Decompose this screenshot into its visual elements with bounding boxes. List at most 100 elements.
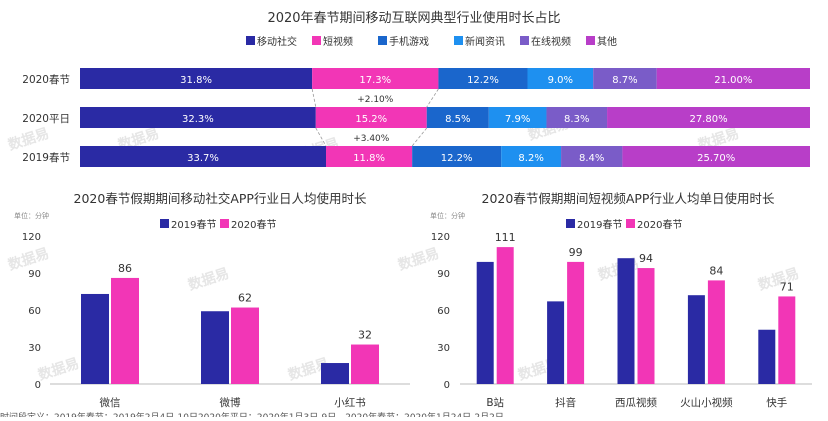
- stacked-segment-手机游戏: [412, 146, 502, 167]
- legend-swatch-在线视频: [520, 36, 529, 45]
- row-label: 2020春节: [22, 74, 70, 86]
- legend-label: 新闻资讯: [465, 35, 505, 48]
- segment-label: 32.3%: [182, 114, 214, 125]
- y-tick-label: 0: [35, 380, 41, 391]
- data-label: 62: [238, 292, 252, 305]
- delta-annotation: +3.40%: [353, 134, 390, 144]
- y-tick-label: 60: [437, 306, 450, 317]
- legend-swatch-新闻资讯: [454, 36, 463, 45]
- segment-label: 17.3%: [359, 75, 391, 86]
- x-tick-label: 西瓜视频: [615, 396, 657, 409]
- legend-swatch-2019春节: [160, 219, 169, 228]
- bar-2020春节-抖音: [567, 261, 585, 384]
- legend-label: 2019春节: [171, 219, 216, 231]
- legend-label: 移动社交: [257, 35, 297, 48]
- connector-line: [311, 88, 317, 108]
- connector-line: [315, 127, 327, 147]
- row-label: 2019春节: [22, 152, 70, 164]
- y-tick-label: 90: [437, 269, 450, 280]
- stacked-segment-新闻资讯: [501, 146, 562, 167]
- legend-swatch-短视频: [312, 36, 321, 45]
- stacked-segment-在线视频: [593, 68, 657, 89]
- legend-swatch-其他: [586, 36, 595, 45]
- bar-2020春节-快手: [778, 296, 796, 384]
- connector-line: [426, 88, 439, 108]
- unit-label: 单位：分钟: [14, 211, 49, 220]
- bar-2020春节-小红书: [351, 344, 379, 384]
- bar-2019春节-抖音: [547, 301, 565, 384]
- legend-label: 2020春节: [231, 219, 276, 231]
- watermark-text: 数据易: [6, 125, 51, 154]
- bar-2020春节-微博: [231, 307, 259, 384]
- x-tick-label: B站: [486, 396, 504, 409]
- stacked-segment-其他: [607, 107, 810, 128]
- bar-2019春节-西瓜视频: [617, 258, 635, 384]
- chart3-title: 2020春节假期期间短视频APP行业人均单日使用时长: [482, 191, 775, 206]
- stacked-segment-移动社交: [80, 107, 316, 128]
- legend-swatch-2020春节: [626, 219, 635, 228]
- watermark-text: 数据易: [186, 265, 231, 294]
- data-label: 71: [780, 280, 794, 293]
- legend-swatch-2019春节: [566, 219, 575, 228]
- x-tick-label: 快手: [766, 396, 787, 409]
- stacked-segment-手机游戏: [426, 107, 489, 128]
- segment-label: 11.8%: [353, 153, 385, 164]
- stacked-segment-移动社交: [80, 146, 327, 167]
- segment-label: 33.7%: [187, 153, 219, 164]
- stacked-segment-手机游戏: [438, 68, 528, 89]
- legend-label: 手机游戏: [389, 35, 429, 48]
- stacked-segment-短视频: [312, 68, 439, 89]
- segment-label: 8.7%: [612, 75, 637, 86]
- bar-2019春节-微博: [201, 311, 229, 384]
- x-tick-label: 火山小视频: [680, 396, 733, 409]
- y-tick-label: 0: [444, 380, 450, 391]
- y-tick-label: 90: [28, 269, 41, 280]
- row-label: 2020平日: [22, 113, 70, 125]
- y-tick-label: 120: [22, 232, 41, 243]
- bar-2019春节-火山小视频: [687, 295, 705, 384]
- segment-label: 8.3%: [564, 114, 589, 125]
- segment-label: 25.70%: [697, 153, 735, 164]
- chart2-title: 2020春节假期期间移动社交APP行业日人均使用时长: [74, 191, 367, 206]
- x-tick-label: 微博: [220, 396, 241, 409]
- unit-label: 单位：分钟: [430, 211, 465, 220]
- data-label: 84: [709, 264, 723, 277]
- legend-swatch-手机游戏: [378, 36, 387, 45]
- segment-label: 9.0%: [548, 75, 573, 86]
- watermark-text: 数据易: [36, 355, 81, 384]
- segment-label: 27.80%: [689, 114, 727, 125]
- legend-label: 2019春节: [577, 219, 622, 231]
- legend-swatch-2020春节: [220, 219, 229, 228]
- legend-label: 在线视频: [531, 35, 571, 48]
- segment-label: 8.5%: [445, 114, 470, 125]
- segment-label: 12.2%: [441, 153, 473, 164]
- bar-2020春节-微信: [111, 277, 139, 384]
- data-label: 32: [358, 329, 372, 342]
- x-tick-label: 抖音: [555, 396, 576, 409]
- data-label: 111: [495, 231, 516, 244]
- stacked-segment-短视频: [326, 146, 413, 167]
- y-tick-label: 60: [28, 306, 41, 317]
- stacked-segment-其他: [656, 68, 810, 89]
- legend-label: 短视频: [323, 35, 353, 48]
- segment-label: 15.2%: [355, 114, 387, 125]
- chart1-title: 2020年春节期间移动互联网典型行业使用时长占比: [267, 10, 560, 26]
- legend-label: 其他: [597, 35, 617, 48]
- stacked-segment-其他: [622, 146, 810, 167]
- bar-2019春节-小红书: [321, 363, 349, 384]
- connector-line: [411, 127, 428, 147]
- segment-label: 8.2%: [518, 153, 543, 164]
- stacked-segment-新闻资讯: [488, 107, 547, 128]
- legend-label: 2020春节: [637, 219, 682, 231]
- stacked-segment-移动社交: [80, 68, 313, 89]
- stacked-segment-短视频: [315, 107, 427, 128]
- data-label: 99: [569, 246, 583, 259]
- segment-label: 12.2%: [467, 75, 499, 86]
- y-tick-label: 30: [28, 343, 41, 354]
- bar-2019春节-快手: [758, 329, 776, 384]
- watermark-text: 数据易: [396, 245, 441, 274]
- data-label: 94: [639, 252, 653, 265]
- y-tick-label: 30: [437, 343, 450, 354]
- data-label: 86: [118, 262, 132, 275]
